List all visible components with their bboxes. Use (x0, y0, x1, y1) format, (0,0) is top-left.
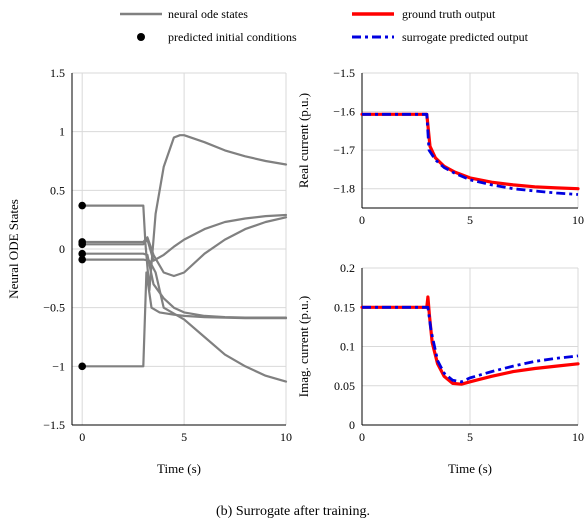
x-axis-label: Time (s) (157, 461, 201, 476)
y-tick-label: 0.5 (50, 183, 65, 197)
x-tick-label: 0 (79, 430, 85, 444)
y-tick-label: 0.2 (340, 261, 355, 275)
ground-truth-line (360, 112, 580, 191)
x-tick-label: 5 (467, 213, 473, 227)
y-tick-label: −1.8 (333, 182, 355, 196)
real-current-panel: 0 5 10 −1.5 −1.6 −1.7 −1.8 Real current (p.u.) (296, 66, 584, 227)
x-tick-label: 0 (359, 213, 365, 227)
legend: neural ode states predicted initial cond… (120, 7, 529, 44)
legend-label-neural-ode-states: neural ode states (168, 7, 248, 21)
neural-ode-state-line (81, 213, 288, 262)
caption: (b) Surrogate after training. (216, 504, 370, 519)
ground-truth-line (360, 295, 580, 386)
y-tick-label: 0.05 (334, 379, 355, 393)
x-tick-label: 5 (181, 430, 187, 444)
y-tick-label: 1 (59, 125, 65, 139)
y-tick-label: −1.5 (43, 418, 65, 432)
legend-swatch-predicted-initial-conditions (137, 33, 145, 41)
initial-condition-point (78, 249, 86, 258)
y-axis-label: Imag. current (p.u.) (296, 296, 311, 397)
neural-ode-state-line (81, 258, 288, 383)
y-tick-label: 0 (349, 418, 355, 432)
x-tick-label: 10 (572, 430, 584, 444)
surrogate-line (362, 112, 579, 196)
initial-condition-point (78, 201, 86, 210)
legend-label-surrogate-predicted-output: surrogate predicted output (402, 30, 529, 44)
neural-ode-state-line (81, 134, 288, 292)
x-tick-label: 10 (280, 430, 292, 444)
y-tick-label: −0.5 (43, 301, 65, 315)
legend-label-predicted-initial-conditions: predicted initial conditions (168, 30, 297, 44)
initial-condition-point (78, 255, 86, 264)
legend-label-ground-truth-output: ground truth output (402, 7, 496, 21)
x-tick-label: 10 (572, 213, 584, 227)
initial-condition-point (78, 240, 86, 249)
y-tick-label: 0 (59, 242, 65, 256)
neural-ode-state-line (81, 271, 288, 368)
x-axis-label: Time (s) (448, 461, 492, 476)
neural-ode-states-panel: 0 5 10 −1.5 −1 −0.5 0 0.5 1 1.5 Time (s) Neural ODE… (6, 66, 292, 476)
y-tick-label: −1 (52, 359, 65, 373)
surrogate-line (362, 305, 579, 384)
x-tick-label: 5 (467, 430, 473, 444)
y-tick-label: −1.7 (333, 143, 355, 157)
y-axis-label: Neural ODE States (6, 199, 21, 299)
y-tick-label: −1.6 (333, 105, 355, 119)
imag-current-panel: 0 5 10 0 0.05 0.1 0.15 0.2 Time (s) Imag. current… (296, 261, 584, 476)
y-tick-label: 0.1 (340, 340, 355, 354)
y-axis-label: Real current (p.u.) (296, 93, 311, 188)
y-tick-label: −1.5 (333, 66, 355, 80)
y-tick-label: 0.15 (334, 300, 355, 314)
x-tick-label: 0 (359, 430, 365, 444)
neural-ode-state-line (81, 216, 288, 278)
initial-condition-point (78, 362, 86, 371)
y-tick-label: 1.5 (50, 66, 65, 80)
